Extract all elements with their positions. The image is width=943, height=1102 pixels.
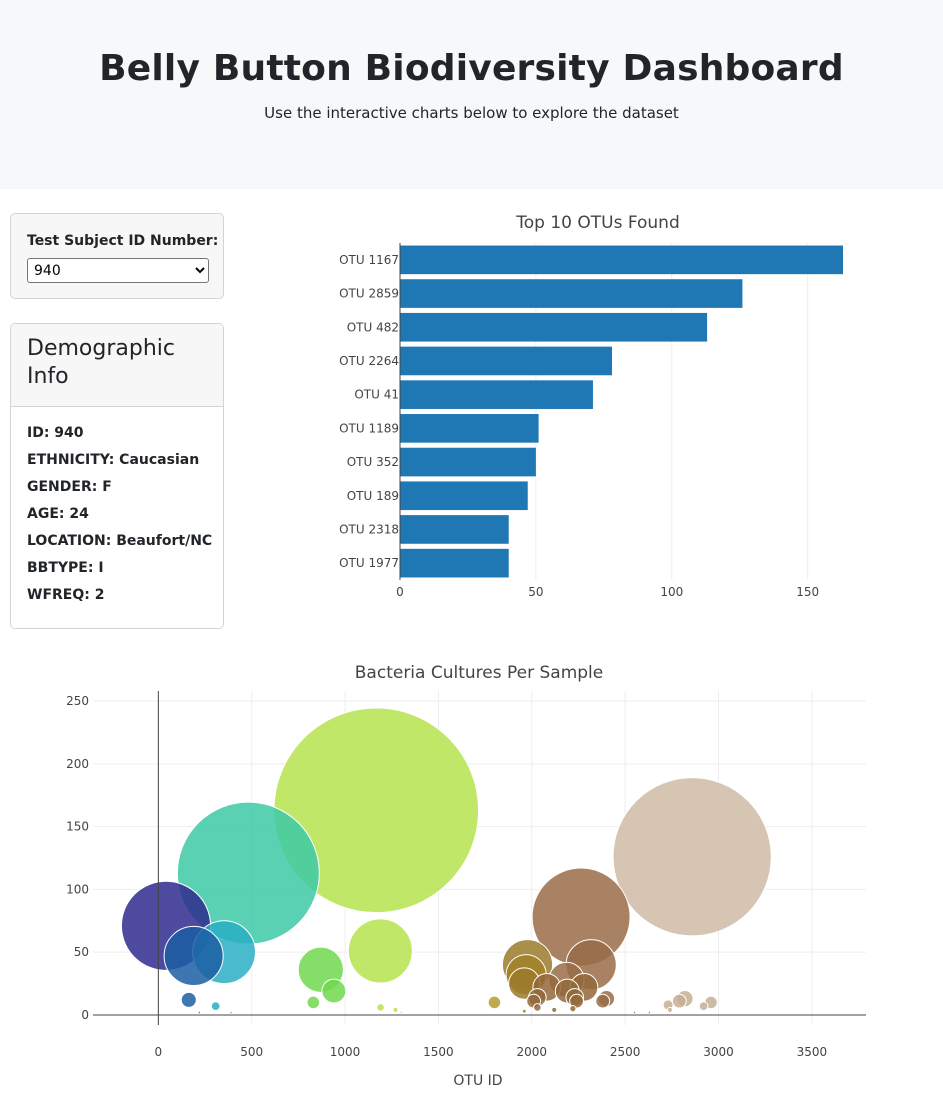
demo-age: AGE: 24 <box>27 506 89 522</box>
bar-x-tick-label: 100 <box>660 585 683 599</box>
bubble-chart-points <box>120 707 772 1015</box>
bar-y-tick-label: OTU 2264 <box>339 354 399 368</box>
bar-otu-1977 <box>400 548 509 578</box>
bubble-point-26 <box>595 993 611 1009</box>
bubble-point-38 <box>551 1006 558 1013</box>
bubble-x-tick-label: 2000 <box>517 1045 548 1059</box>
bubble-chart-x-label: OTU ID <box>453 1073 502 1089</box>
bubble-y-tick-label: 50 <box>74 945 89 959</box>
bubble-point-5 <box>612 777 772 937</box>
bubble-x-tick-label: 1000 <box>330 1045 361 1059</box>
bubble-point-40 <box>197 1010 202 1015</box>
bubble-x-tick-label: 2500 <box>610 1045 641 1059</box>
bar-otu-352 <box>400 447 536 477</box>
subject-id-label: Test Subject ID Number: <box>27 233 219 249</box>
bacteria-bubble-chart[interactable]: Bacteria Cultures Per Sample 0 500 1000 150… <box>0 655 943 1102</box>
bar-y-tick-label: OTU 1167 <box>339 253 399 267</box>
header-jumbotron: Belly Button Biodiversity Dashboard Use … <box>0 0 943 189</box>
demo-gender: GENDER: F <box>27 479 112 495</box>
bar-otu-41 <box>400 380 593 409</box>
demo-ethnicity: ETHNICITY: Caucasian <box>27 452 200 468</box>
demographic-info-title: Demographic Info <box>27 336 175 389</box>
bubble-chart-axes <box>93 691 866 1025</box>
bar-chart-title: Top 10 OTUs Found <box>515 213 680 233</box>
bar-y-tick-label: OTU 352 <box>347 455 399 469</box>
bubble-point-7 <box>347 918 413 984</box>
bubble-point-37 <box>666 1006 673 1013</box>
bubble-y-tick-label: 150 <box>66 820 89 834</box>
demographic-info-header: Demographic Info <box>11 324 223 407</box>
bubble-y-tick-label: 100 <box>66 882 89 896</box>
bar-x-tick-label: 50 <box>528 585 543 599</box>
bubble-point-29 <box>671 993 687 1009</box>
subject-selector-card: Test Subject ID Number: 940 <box>10 213 224 299</box>
bubble-point-10 <box>180 991 197 1008</box>
bubble-point-27 <box>487 995 502 1010</box>
bar-y-tick-label: OTU 482 <box>347 320 399 334</box>
bar-otu-482 <box>400 312 708 342</box>
bubble-point-42 <box>399 1010 403 1015</box>
bubble-point-43 <box>632 1010 637 1015</box>
demo-bbtype: BBTYPE: I <box>27 560 104 576</box>
bubble-y-tick-label: 200 <box>66 757 89 771</box>
bubble-point-36 <box>521 1008 527 1014</box>
bubble-chart-x-ticks: 0 500 1000 1500 2000 2500 3000 3500 <box>155 1045 828 1059</box>
demo-location: LOCATION: Beaufort/NC <box>27 533 213 549</box>
demographic-info-body: ID: 940 ETHNICITY: Caucasian GENDER: F A… <box>27 424 212 613</box>
bar-x-tick-label: 0 <box>396 585 404 599</box>
bubble-point-33 <box>376 1003 385 1012</box>
bubble-x-tick-label: 3500 <box>797 1045 828 1059</box>
bar-y-tick-label: OTU 2318 <box>339 522 399 536</box>
demographic-info-card: Demographic Info ID: 940 ETHNICITY: Cauc… <box>10 323 224 629</box>
bar-otu-2264 <box>400 346 612 376</box>
page-title: Belly Button Biodiversity Dashboard <box>99 48 844 89</box>
bar-otu-1167 <box>400 245 843 275</box>
bubble-point-32 <box>698 1001 709 1012</box>
subject-id-select[interactable]: 940 <box>27 258 209 283</box>
bar-chart-x-ticks: 0 50 100 150 <box>396 585 819 599</box>
bubble-point-24 <box>569 993 584 1009</box>
bubble-point-39 <box>569 1005 577 1013</box>
bar-otu-2859 <box>400 279 743 308</box>
bubble-point-44 <box>647 1010 652 1015</box>
bubble-point-1 <box>163 925 224 986</box>
bubble-x-tick-label: 0 <box>155 1045 163 1059</box>
bubble-point-11 <box>210 1001 221 1012</box>
bubble-y-tick-label: 250 <box>66 694 89 708</box>
bubble-point-34 <box>392 1006 399 1013</box>
bubble-point-41 <box>229 1010 233 1015</box>
bubble-point-12 <box>306 995 321 1010</box>
page-subtitle: Use the interactive charts below to expl… <box>264 104 679 122</box>
demo-wfreq: WFREQ: 2 <box>27 587 105 603</box>
bar-y-tick-label: OTU 41 <box>354 388 399 402</box>
bar-otu-2318 <box>400 515 509 544</box>
bar-y-tick-label: OTU 1189 <box>339 421 399 435</box>
bubble-point-9 <box>321 978 347 1004</box>
top-otus-bar-chart[interactable]: Top 10 OTUs Found OTU 1167 OTU 2859 OTU 48… <box>246 200 943 615</box>
demo-id: ID: 940 <box>27 425 84 441</box>
bar-y-tick-label: OTU 189 <box>347 489 399 503</box>
bubble-chart-y-ticks: 0 50 100 150 200 250 <box>66 694 89 1022</box>
bubble-x-tick-label: 500 <box>240 1045 263 1059</box>
bar-chart-bars <box>400 245 843 578</box>
bar-otu-1189 <box>400 414 539 443</box>
bar-x-tick-label: 150 <box>796 585 819 599</box>
bar-otu-189 <box>400 481 528 511</box>
bubble-x-tick-label: 1500 <box>423 1045 454 1059</box>
bar-y-tick-label: OTU 2859 <box>339 287 399 301</box>
bubble-y-tick-label: 0 <box>81 1008 89 1022</box>
bar-chart-y-labels: OTU 1167 OTU 2859 OTU 482 OTU 2264 OTU 41 OTU… <box>339 253 399 570</box>
bubble-point-35 <box>533 1003 542 1012</box>
bar-y-tick-label: OTU 1977 <box>339 556 399 570</box>
bubble-x-tick-label: 3000 <box>703 1045 734 1059</box>
bubble-chart-title: Bacteria Cultures Per Sample <box>355 663 603 683</box>
